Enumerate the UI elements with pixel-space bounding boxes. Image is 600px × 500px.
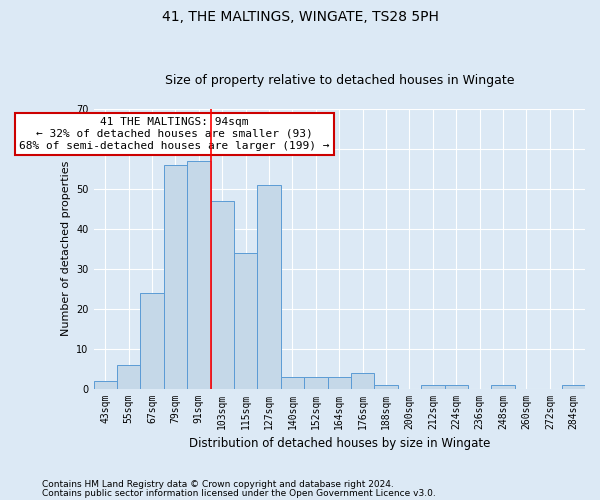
Bar: [445, 384, 468, 388]
Bar: [117, 364, 140, 388]
Bar: [140, 292, 164, 388]
Bar: [304, 376, 328, 388]
Text: Contains public sector information licensed under the Open Government Licence v3: Contains public sector information licen…: [42, 489, 436, 498]
Bar: [211, 201, 234, 388]
Bar: [421, 384, 445, 388]
Bar: [328, 376, 351, 388]
Bar: [164, 165, 187, 388]
Bar: [257, 185, 281, 388]
Bar: [562, 384, 585, 388]
Title: Size of property relative to detached houses in Wingate: Size of property relative to detached ho…: [164, 74, 514, 87]
Bar: [281, 376, 304, 388]
Text: 41, THE MALTINGS, WINGATE, TS28 5PH: 41, THE MALTINGS, WINGATE, TS28 5PH: [161, 10, 439, 24]
Bar: [94, 380, 117, 388]
Bar: [234, 253, 257, 388]
X-axis label: Distribution of detached houses by size in Wingate: Distribution of detached houses by size …: [188, 437, 490, 450]
Bar: [187, 161, 211, 388]
Bar: [351, 372, 374, 388]
Text: Contains HM Land Registry data © Crown copyright and database right 2024.: Contains HM Land Registry data © Crown c…: [42, 480, 394, 489]
Bar: [491, 384, 515, 388]
Text: 41 THE MALTINGS: 94sqm
← 32% of detached houses are smaller (93)
68% of semi-det: 41 THE MALTINGS: 94sqm ← 32% of detached…: [19, 118, 330, 150]
Y-axis label: Number of detached properties: Number of detached properties: [61, 161, 71, 336]
Bar: [374, 384, 398, 388]
